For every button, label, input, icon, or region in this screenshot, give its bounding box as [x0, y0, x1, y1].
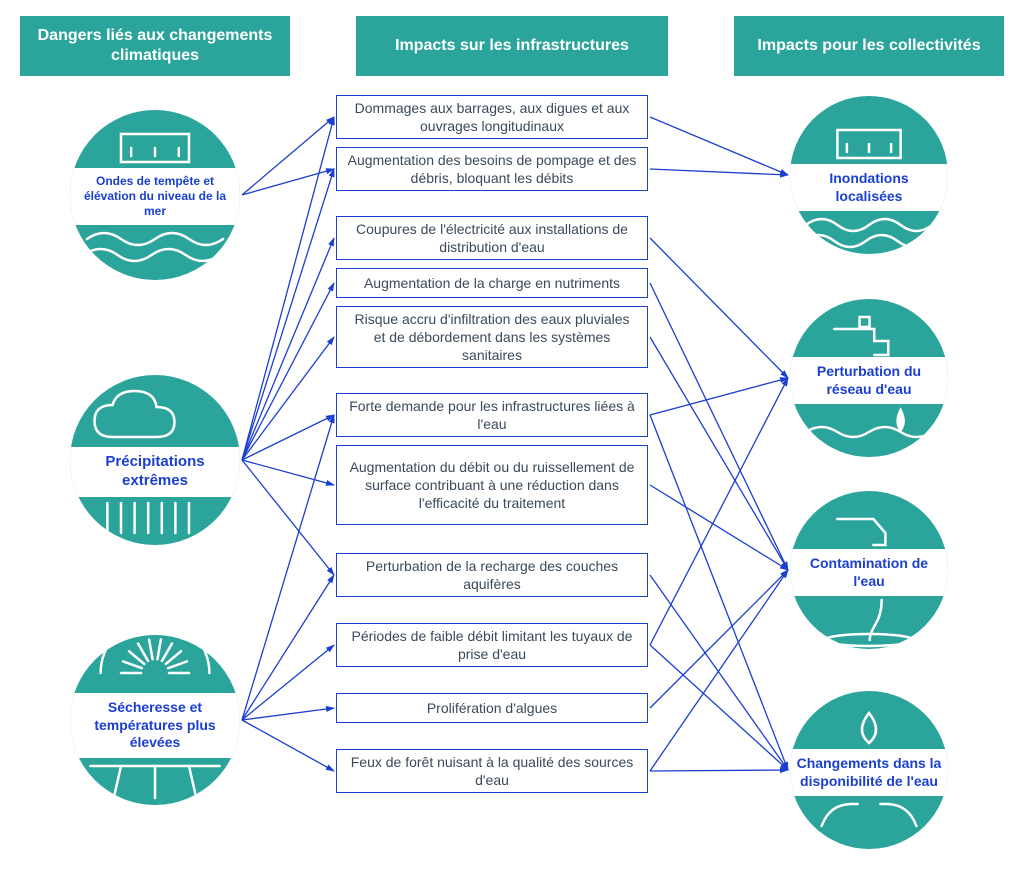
infra-i8: Perturbation de la recharge des couches …	[336, 553, 648, 597]
danger-d2: Précipitations extrêmes	[70, 375, 240, 545]
danger-label: Ondes de tempête et élévation du niveau …	[70, 168, 240, 225]
infra-i3: Coupures de l'électricité aux installati…	[336, 216, 648, 260]
community-label: Perturbation du réseau d'eau	[790, 357, 948, 404]
infra-i1: Dommages aux barrages, aux digues et aux…	[336, 95, 648, 139]
danger-label: Sécheresse et températures plus élevées	[70, 693, 240, 758]
community-label: Contamination de l'eau	[790, 549, 948, 596]
header-infra: Impacts sur les infrastructures	[356, 16, 668, 76]
infra-i9: Périodes de faible débit limitant les tu…	[336, 623, 648, 667]
community-c2: Perturbation du réseau d'eau	[790, 299, 948, 457]
infra-i7: Augmentation du débit ou du ruissellemen…	[336, 445, 648, 525]
danger-d3: Sécheresse et températures plus élevées	[70, 635, 240, 805]
community-label: Inondations localisées	[790, 164, 948, 211]
danger-label: Précipitations extrêmes	[70, 447, 240, 497]
infra-i11: Feux de forêt nuisant à la qualité des s…	[336, 749, 648, 793]
header-community: Impacts pour les collectivités	[734, 16, 1004, 76]
infra-i6: Forte demande pour les infrastructures l…	[336, 393, 648, 437]
infra-i10: Prolifération d'algues	[336, 693, 648, 723]
danger-d1: Ondes de tempête et élévation du niveau …	[70, 110, 240, 280]
community-c4: Changements dans la disponibilité de l'e…	[790, 691, 948, 849]
community-label: Changements dans la disponibilité de l'e…	[790, 749, 948, 796]
infra-i2: Augmentation des besoins de pompage et d…	[336, 147, 648, 191]
header-dangers: Dangers liés aux changements climatiques	[20, 16, 290, 76]
infra-i5: Risque accru d'infiltration des eaux plu…	[336, 306, 648, 368]
community-c1: Inondations localisées	[790, 96, 948, 254]
header-row: Dangers liés aux changements climatiques…	[0, 16, 1024, 76]
community-c3: Contamination de l'eau	[790, 491, 948, 649]
infra-i4: Augmentation de la charge en nutriments	[336, 268, 648, 298]
